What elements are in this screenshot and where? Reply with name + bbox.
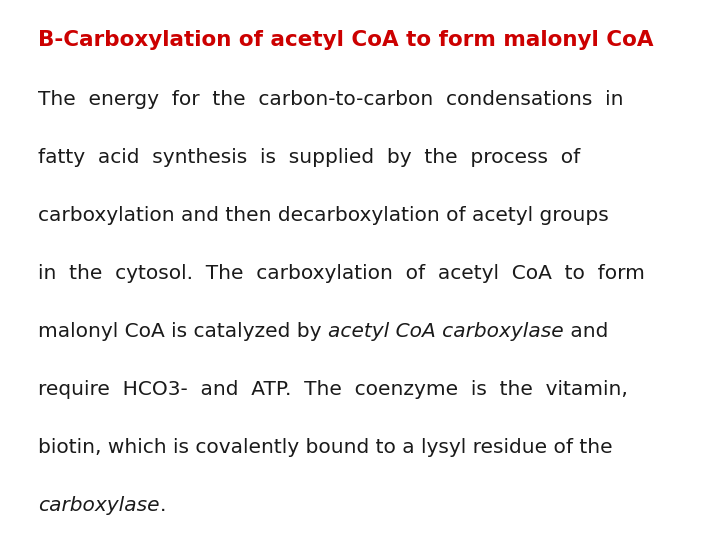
Text: require  HCO3-  and  ATP.  The  coenzyme  is  the  vitamin,: require HCO3- and ATP. The coenzyme is t… [38,380,628,399]
Text: fatty  acid  synthesis  is  supplied  by  the  process  of: fatty acid synthesis is supplied by the … [38,148,580,167]
Text: acetyl CoA carboxylase: acetyl CoA carboxylase [328,322,564,341]
Text: and: and [564,322,608,341]
Text: malonyl CoA is catalyzed by: malonyl CoA is catalyzed by [38,322,328,341]
Text: in  the  cytosol.  The  carboxylation  of  acetyl  CoA  to  form: in the cytosol. The carboxylation of ace… [38,264,645,283]
Text: .: . [160,496,166,515]
Text: carboxylation and then decarboxylation of acetyl groups: carboxylation and then decarboxylation o… [38,206,608,225]
Text: carboxylase: carboxylase [38,496,160,515]
Text: biotin, which is covalently bound to a lysyl residue of the: biotin, which is covalently bound to a l… [38,438,613,457]
Text: The  energy  for  the  carbon-to-carbon  condensations  in: The energy for the carbon-to-carbon cond… [38,90,624,109]
Text: B-Carboxylation of acetyl CoA to form malonyl CoA: B-Carboxylation of acetyl CoA to form ma… [38,30,654,50]
